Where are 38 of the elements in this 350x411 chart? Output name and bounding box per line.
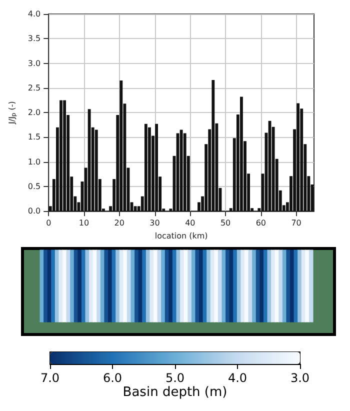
bar	[183, 133, 186, 212]
x-tick-label: 20	[114, 218, 124, 228]
bar	[120, 80, 123, 212]
bar	[60, 100, 62, 212]
bar	[148, 127, 151, 212]
x-tick-label: 60	[256, 218, 266, 228]
bar	[180, 130, 183, 212]
x-tick-label: 70	[291, 218, 302, 228]
x-tick-label: 30	[150, 218, 160, 228]
bar	[88, 109, 91, 212]
y-tick-label: 4.0	[28, 10, 41, 18]
bar	[155, 124, 158, 212]
color-bar-label: 5.0	[165, 371, 185, 385]
x-tick-label: 50	[220, 218, 231, 228]
color-bar-label: 7.0	[40, 371, 60, 385]
y-tick-label: 2.0	[28, 108, 41, 118]
y-tick-label: 1.0	[28, 157, 41, 166]
color-bar-label: 4.0	[228, 371, 248, 385]
y-tick-label: 2.5	[28, 83, 41, 92]
bar	[63, 100, 66, 212]
bar	[240, 96, 243, 212]
x-tick-label: 10	[78, 218, 90, 228]
bar	[296, 103, 300, 212]
x-tick-label: 0	[46, 218, 52, 228]
color-bar-label: 3.0	[290, 371, 310, 385]
y-tick-label: 1.5	[28, 132, 41, 142]
y-tick-label: 3.0	[28, 58, 41, 68]
y-tick-label: 0.5	[28, 182, 41, 191]
bar	[144, 124, 148, 212]
bar	[94, 130, 98, 212]
color-bar-label: 6.0	[102, 371, 122, 385]
bar	[134, 206, 137, 212]
color-bar-title: Basin depth (m)	[122, 385, 228, 400]
x-axis-title: location (km)	[154, 232, 208, 240]
x-tick-label: 40	[185, 218, 196, 228]
bar	[212, 80, 215, 212]
y-tick-label: 0.0	[28, 206, 41, 216]
y-tick-label: 3.5	[28, 34, 41, 44]
